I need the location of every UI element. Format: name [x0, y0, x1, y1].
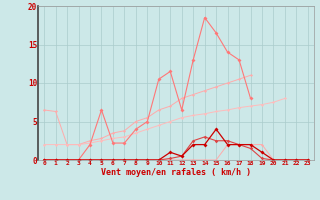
X-axis label: Vent moyen/en rafales ( km/h ): Vent moyen/en rafales ( km/h )	[101, 168, 251, 177]
